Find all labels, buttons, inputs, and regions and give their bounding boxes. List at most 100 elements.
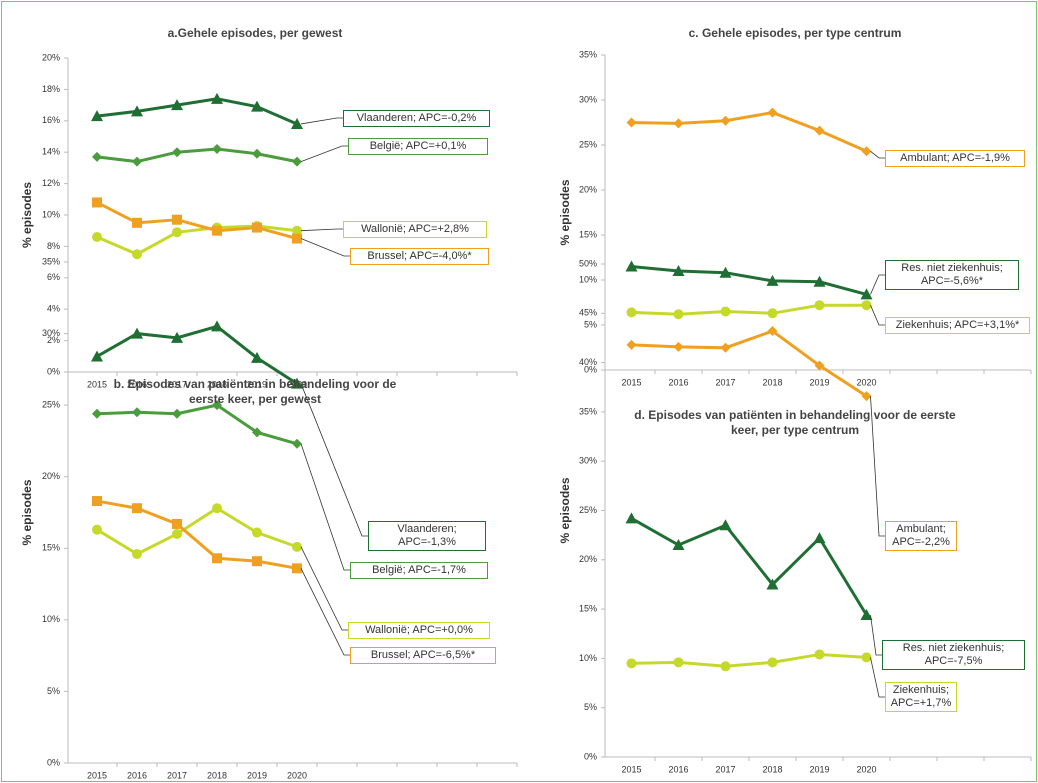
y-tick-label: 5% [584, 702, 597, 712]
marker [171, 99, 183, 111]
marker [719, 519, 732, 531]
marker [211, 92, 223, 104]
x-tick-label: 2016 [668, 377, 688, 387]
marker [673, 657, 684, 668]
y-tick-label: 35% [579, 406, 597, 416]
x-tick-label: 2015 [87, 379, 107, 389]
series-label: Brussel; APC=-4,0%* [350, 247, 489, 265]
y-tick-label: 0% [584, 751, 597, 761]
marker [292, 156, 302, 167]
marker [861, 146, 872, 157]
y-tick-label: 2% [47, 335, 60, 345]
x-tick-label: 2017 [167, 379, 187, 389]
series-label: België; APC=+0,1% [348, 137, 488, 155]
y-tick-label: 20% [42, 52, 60, 62]
y-tick-label: 15% [42, 543, 60, 553]
y-tick-label: 5% [584, 319, 597, 329]
y-tick-label: 8% [47, 241, 60, 251]
x-tick-label: 2020 [856, 377, 876, 387]
marker [720, 661, 731, 672]
series-label: België; APC=-1,7% [350, 561, 488, 579]
label-connector [300, 383, 368, 537]
y-tick-label: 15% [579, 229, 597, 239]
marker [720, 342, 731, 353]
marker [92, 408, 102, 419]
y-tick-label: 6% [47, 272, 60, 282]
marker [172, 408, 182, 419]
series-line [96, 506, 298, 556]
marker [291, 117, 303, 129]
marker [92, 524, 102, 535]
marker [673, 341, 684, 352]
y-tick-label: 15% [579, 603, 597, 613]
label-connector [300, 145, 348, 162]
marker [766, 274, 779, 286]
chart-title: a.Gehele episodes, per gewest [167, 26, 343, 40]
y-tick-label: 16% [42, 115, 60, 125]
x-tick-label: 2015 [621, 764, 641, 774]
x-tick-label: 2020 [287, 770, 307, 780]
label-connector [300, 568, 350, 656]
marker [92, 151, 102, 162]
y-tick-label: 12% [42, 178, 60, 188]
y-tick-label: 45% [579, 308, 597, 318]
x-tick-label: 2017 [167, 770, 187, 780]
marker [814, 125, 825, 136]
series-line [631, 329, 868, 398]
series-line [96, 201, 298, 240]
marker [767, 326, 778, 337]
marker [292, 225, 302, 236]
y-axis-label: % episodes [20, 479, 34, 545]
y-tick-label: 30% [579, 94, 597, 104]
marker [292, 541, 302, 552]
series-label: Brussel; APC=-6,5%* [350, 646, 496, 664]
marker [212, 225, 222, 236]
x-tick-label: 2015 [87, 770, 107, 780]
marker [626, 658, 637, 669]
marker [91, 350, 103, 362]
marker [720, 115, 731, 126]
marker [860, 609, 873, 621]
series-label: Wallonië; APC=+2,8% [343, 220, 487, 238]
y-tick-label: 30% [579, 456, 597, 466]
marker [767, 107, 778, 118]
marker [131, 105, 143, 117]
label-connector [870, 396, 885, 537]
marker [172, 528, 182, 539]
series-label: Res. niet ziekenhuis; APC=-5,6%* [885, 260, 1019, 290]
marker [91, 110, 103, 122]
y-tick-label: 0% [584, 364, 597, 374]
marker [212, 400, 222, 411]
y-tick-label: 50% [579, 258, 597, 268]
marker [172, 227, 182, 238]
series-line [631, 303, 867, 316]
chart-title: d. Episodes van patiënten in behandeling… [634, 408, 956, 437]
marker [814, 649, 825, 660]
y-tick-label: 35% [42, 256, 60, 266]
label-connector [870, 150, 885, 159]
marker [625, 260, 638, 272]
x-tick-label: 2018 [207, 770, 227, 780]
marker [251, 100, 263, 112]
x-tick-label: 2019 [247, 770, 267, 780]
y-tick-label: 10% [579, 653, 597, 663]
y-tick-label: 5% [47, 686, 60, 696]
marker [211, 320, 223, 332]
marker [172, 518, 182, 529]
series-line [96, 97, 298, 126]
x-tick-label: 2018 [762, 377, 782, 387]
marker [861, 391, 872, 402]
y-axis-label: % episodes [20, 182, 34, 248]
x-tick-label: 2015 [621, 377, 641, 387]
marker [132, 549, 142, 560]
x-tick-label: 2017 [715, 377, 735, 387]
marker [292, 233, 302, 244]
marker [814, 360, 825, 371]
y-tick-label: 40% [579, 357, 597, 367]
marker [719, 266, 732, 278]
x-tick-label: 2016 [127, 379, 147, 389]
series-line [631, 111, 868, 153]
marker [625, 512, 638, 524]
marker [212, 144, 222, 155]
label-connector [300, 546, 348, 631]
